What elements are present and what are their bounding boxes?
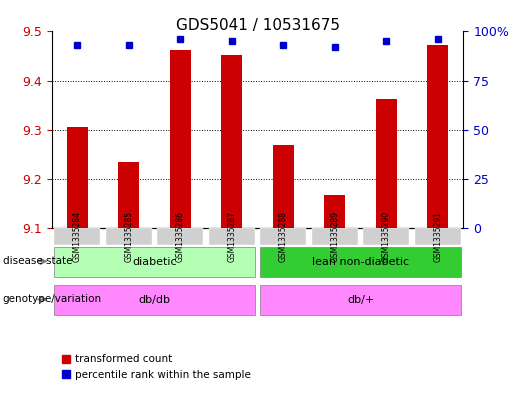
Bar (221, 55, 242, 228)
FancyBboxPatch shape (415, 228, 461, 245)
FancyBboxPatch shape (54, 247, 255, 277)
Bar (273, 145, 294, 228)
Text: GSM1335290: GSM1335290 (382, 211, 391, 263)
Text: disease state: disease state (3, 256, 72, 266)
Text: GSM1335284: GSM1335284 (73, 211, 82, 262)
FancyBboxPatch shape (260, 247, 461, 277)
Bar (170, 50, 191, 228)
Text: diabetic: diabetic (132, 257, 177, 267)
Bar (67, 127, 88, 228)
Text: GSM1335285: GSM1335285 (124, 211, 133, 262)
FancyBboxPatch shape (54, 285, 255, 315)
Text: genotype/variation: genotype/variation (3, 294, 101, 305)
Bar (427, 45, 448, 228)
Text: db/db: db/db (139, 295, 170, 305)
Bar (324, 195, 345, 228)
FancyBboxPatch shape (157, 228, 203, 245)
Bar (376, 99, 397, 228)
Bar (118, 162, 139, 228)
Legend: transformed count, percentile rank within the sample: transformed count, percentile rank withi… (57, 350, 255, 384)
Text: GDS5041 / 10531675: GDS5041 / 10531675 (176, 18, 339, 33)
FancyBboxPatch shape (54, 228, 100, 245)
Text: GSM1335286: GSM1335286 (176, 211, 185, 262)
FancyBboxPatch shape (312, 228, 358, 245)
Text: GSM1335287: GSM1335287 (227, 211, 236, 262)
Text: GSM1335291: GSM1335291 (433, 211, 442, 262)
Text: lean non-diabetic: lean non-diabetic (312, 257, 409, 267)
FancyBboxPatch shape (209, 228, 255, 245)
FancyBboxPatch shape (106, 228, 152, 245)
Text: db/+: db/+ (347, 295, 374, 305)
Text: GSM1335289: GSM1335289 (330, 211, 339, 262)
Text: GSM1335288: GSM1335288 (279, 211, 288, 262)
FancyBboxPatch shape (363, 228, 409, 245)
FancyBboxPatch shape (260, 285, 461, 315)
FancyBboxPatch shape (260, 228, 306, 245)
